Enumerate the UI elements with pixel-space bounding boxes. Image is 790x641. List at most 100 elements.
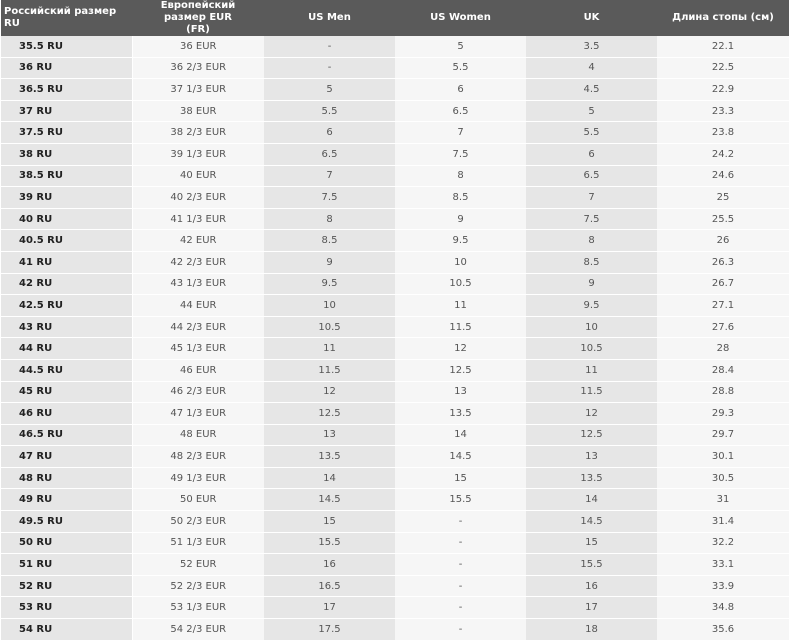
cell-us-men: 5 <box>264 78 395 101</box>
cell-eur-size: 42 2/3 EUR <box>132 251 264 274</box>
cell-uk: 11 <box>526 359 657 382</box>
cell-eur-size: 48 2/3 EUR <box>132 445 264 468</box>
cell-us-men: 17 <box>264 596 395 620</box>
cell-us-women: 9.5 <box>395 229 526 252</box>
cell-uk: 16 <box>526 575 657 598</box>
table-row: 46 RU 47 1/3 EUR 12.5 13.5 12 29.3 <box>1 402 789 425</box>
cell-us-men: 12.5 <box>264 402 395 425</box>
cell-us-men: 8 <box>264 208 395 231</box>
cell-ru-size: 38.5 RU <box>1 165 133 188</box>
table-row: 53 RU 53 1/3 EUR 17-17 34.8 <box>1 596 789 620</box>
cell-ru-size: 41 RU <box>1 251 133 274</box>
table-row: 38.5 RU 40 EUR 7 8 6.5 24.6 <box>1 165 789 188</box>
cell-ru-size: 49.5 RU <box>1 510 133 533</box>
cell-us-women: 11 <box>395 294 526 317</box>
cell-foot-length: 33.1 <box>657 553 789 576</box>
cell-us-women: 9 <box>395 208 526 231</box>
cell-ru-size: 43 RU <box>1 316 133 339</box>
cell-us-men: 11.5 <box>264 359 395 382</box>
cell-ru-size: 44 RU <box>1 337 133 360</box>
table-body: 35.5 RU 36 EUR -5 3.5 22.1 36 RU 36 2/3 EUR -5.… <box>1 36 789 641</box>
cell-foot-length: 22.1 <box>657 36 789 58</box>
cell-eur-size: 40 2/3 EUR <box>132 186 264 209</box>
cell-uk: 10 <box>526 316 657 339</box>
cell-us-women: 14.5 <box>395 445 526 468</box>
table-row: 44.5 RU 46 EUR 11.5 12.5 11 28.4 <box>1 359 789 382</box>
cell-foot-length: 28.4 <box>657 359 789 382</box>
cell-foot-length: 30.1 <box>657 445 789 468</box>
cell-foot-length: 34.8 <box>657 596 789 620</box>
cell-uk: 15 <box>526 532 657 555</box>
cell-us-women: - <box>395 532 526 555</box>
table-row: 42.5 RU 44 EUR 10 11 9.5 27.1 <box>1 294 789 317</box>
table-row: 54 RU 54 2/3 EUR 17.5-18 35.6 <box>1 618 789 641</box>
cell-eur-size: 36 EUR <box>132 36 264 58</box>
cell-us-men: 10 <box>264 294 395 317</box>
cell-eur-size: 52 2/3 EUR <box>132 575 264 598</box>
cell-foot-length: 26.3 <box>657 251 789 274</box>
table-row: 35.5 RU 36 EUR -5 3.5 22.1 <box>1 36 789 58</box>
cell-uk: 15.5 <box>526 553 657 576</box>
cell-eur-size: 49 1/3 EUR <box>132 467 264 490</box>
cell-ru-size: 48 RU <box>1 467 133 490</box>
cell-eur-size: 44 EUR <box>132 294 264 317</box>
header-ru-size: Российский размер RU <box>1 0 132 36</box>
cell-uk: 6 <box>526 143 657 166</box>
cell-foot-length: 35.6 <box>657 618 789 641</box>
cell-ru-size: 39 RU <box>1 186 133 209</box>
cell-us-men: 10.5 <box>264 316 395 339</box>
cell-us-men: 14.5 <box>264 488 395 512</box>
cell-eur-size: 45 1/3 EUR <box>132 337 264 360</box>
cell-us-women: - <box>395 618 526 641</box>
table-row: 38 RU 39 1/3 EUR 6.5 7.5 6 24.2 <box>1 143 789 166</box>
cell-foot-length: 33.9 <box>657 575 789 598</box>
cell-ru-size: 38 RU <box>1 143 133 166</box>
table-row: 40.5 RU 42 EUR 8.5 9.5 8 26 <box>1 229 789 252</box>
cell-foot-length: 25 <box>657 186 789 209</box>
cell-us-men: - <box>264 57 395 80</box>
cell-us-women: 5.5 <box>395 57 526 80</box>
cell-us-women: 8 <box>395 165 526 188</box>
cell-uk: 5 <box>526 100 657 123</box>
cell-ru-size: 50 RU <box>1 532 133 555</box>
cell-us-men: 16 <box>264 553 395 576</box>
cell-foot-length: 24.2 <box>657 143 789 166</box>
cell-foot-length: 31 <box>657 488 789 512</box>
cell-eur-size: 46 2/3 EUR <box>132 381 264 404</box>
cell-ru-size: 36.5 RU <box>1 78 133 101</box>
cell-us-men: 6 <box>264 121 395 144</box>
cell-foot-length: 29.7 <box>657 424 789 447</box>
cell-foot-length: 30.5 <box>657 467 789 490</box>
cell-eur-size: 53 1/3 EUR <box>132 596 264 620</box>
cell-eur-size: 37 1/3 EUR <box>132 78 264 101</box>
cell-us-men: 13 <box>264 424 395 447</box>
table-row: 48 RU 49 1/3 EUR 14 15 13.5 30.5 <box>1 467 789 490</box>
cell-uk: 10.5 <box>526 337 657 360</box>
cell-foot-length: 31.4 <box>657 510 789 533</box>
cell-us-men: 7 <box>264 165 395 188</box>
table-row: 51 RU 52 EUR 16-15.5 33.1 <box>1 553 789 576</box>
cell-eur-size: 36 2/3 EUR <box>132 57 264 80</box>
cell-foot-length: 32.2 <box>657 532 789 555</box>
table-row: 49.5 RU 50 2/3 EUR 15-14.5 31.4 <box>1 510 789 533</box>
cell-foot-length: 29.3 <box>657 402 789 425</box>
cell-us-men: 7.5 <box>264 186 395 209</box>
cell-uk: 9.5 <box>526 294 657 317</box>
cell-us-women: 12.5 <box>395 359 526 382</box>
cell-us-men: 13.5 <box>264 445 395 468</box>
cell-ru-size: 40 RU <box>1 208 133 231</box>
cell-foot-length: 28.8 <box>657 381 789 404</box>
cell-ru-size: 54 RU <box>1 618 133 641</box>
cell-foot-length: 27.1 <box>657 294 789 317</box>
cell-us-men: 15 <box>264 510 395 533</box>
cell-eur-size: 52 EUR <box>132 553 264 576</box>
cell-foot-length: 22.9 <box>657 78 789 101</box>
cell-ru-size: 44.5 RU <box>1 359 133 382</box>
cell-us-men: 15.5 <box>264 532 395 555</box>
table-row: 49 RU 50 EUR 14.5 15.5 14 31 <box>1 488 789 512</box>
cell-uk: 8 <box>526 229 657 252</box>
cell-us-women: 7 <box>395 121 526 144</box>
cell-foot-length: 26.7 <box>657 273 789 296</box>
cell-uk: 17 <box>526 596 657 620</box>
cell-uk: 4.5 <box>526 78 657 101</box>
